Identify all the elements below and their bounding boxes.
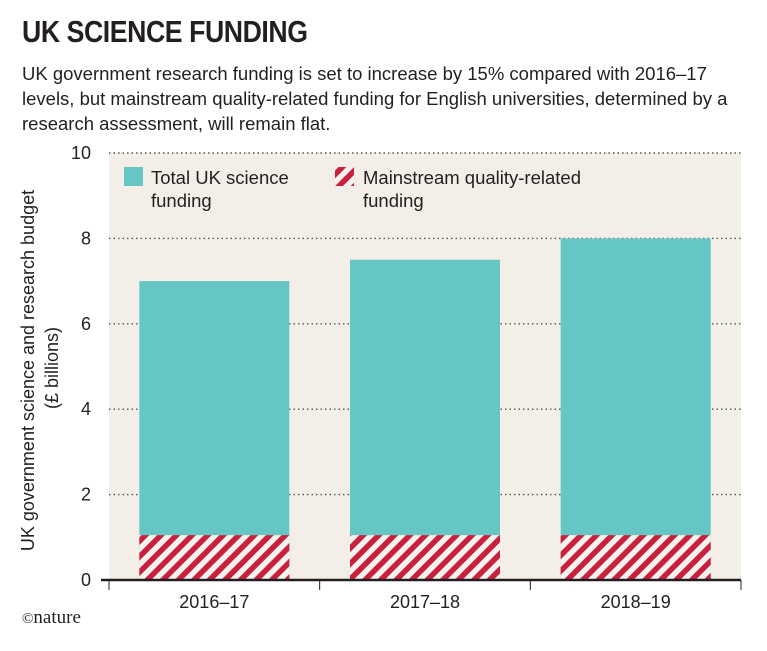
bar-total-funding [350, 259, 500, 580]
legend-label: Mainstream quality-related funding [363, 167, 581, 211]
y-tick-labels: 0 2 4 6 8 10 [71, 143, 91, 590]
y-tick-label: 8 [81, 228, 91, 248]
bar-quality-related-funding [560, 535, 711, 580]
y-tick-label: 6 [81, 314, 91, 334]
x-tick-labels: 2016–17 2017–18 2018–19 [108, 580, 742, 612]
legend: Total UK science funding Mainstream qualit… [124, 167, 581, 211]
copyright-symbol: © [22, 611, 34, 627]
y-tick-label: 2 [81, 485, 91, 505]
y-tick-label: 10 [71, 143, 91, 163]
bar-total-funding [560, 238, 711, 580]
chart-title: UK SCIENCE FUNDING [22, 14, 308, 49]
x-tick-label: 2017–18 [390, 592, 460, 612]
y-tick-label: 4 [81, 399, 91, 419]
bar-total-funding [139, 281, 290, 580]
legend-swatch [335, 167, 354, 186]
bar-quality-related-funding [139, 535, 290, 580]
x-tick-label: 2016–17 [179, 592, 249, 612]
y-axis-label: UK government science and research budge… [18, 185, 62, 551]
x-tick-label: 2018–19 [601, 592, 671, 612]
bars [139, 238, 711, 580]
nature-logo: nature [33, 607, 81, 628]
y-tick-label: 0 [81, 570, 91, 590]
legend-swatch [124, 167, 143, 186]
chart-subtitle: UK government research funding is set to… [22, 63, 728, 134]
legend-label: Total UK science funding [151, 167, 289, 211]
bar-quality-related-funding [350, 535, 500, 580]
nature-credit: ©nature [22, 607, 81, 629]
